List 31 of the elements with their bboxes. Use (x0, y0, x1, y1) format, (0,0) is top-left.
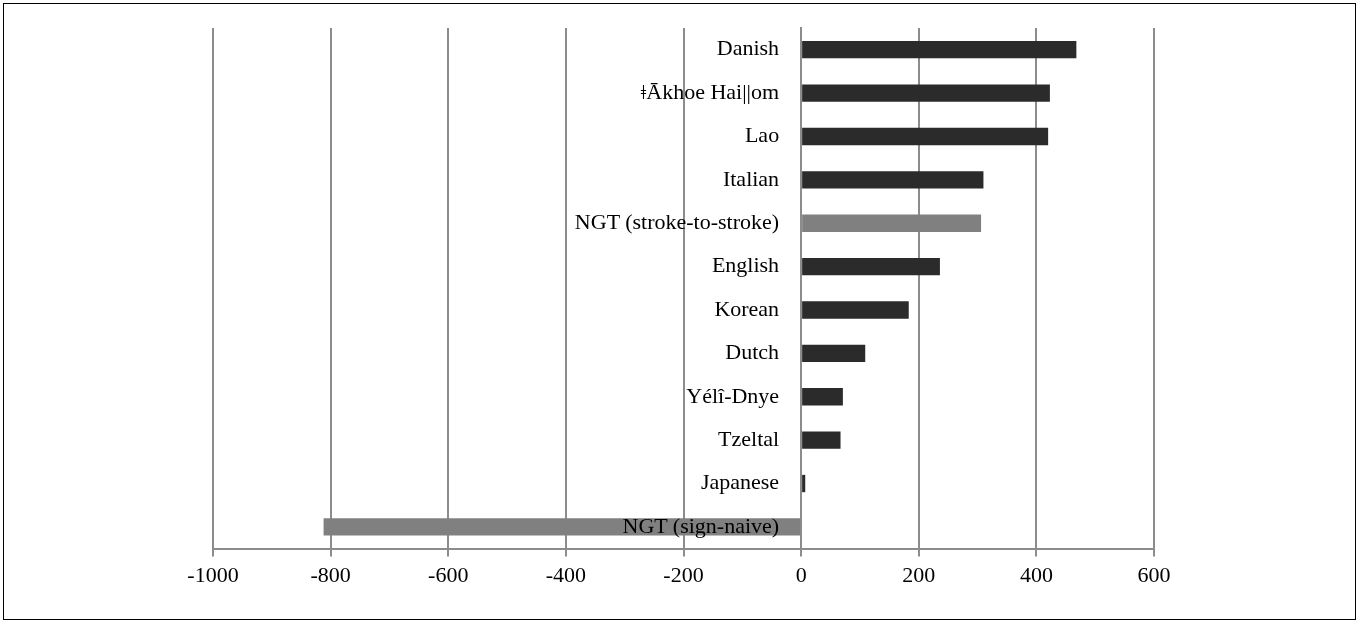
y-tick-label: Danish (716, 35, 780, 61)
bar (802, 171, 984, 189)
bar (802, 388, 843, 406)
x-tick-label: -600 (428, 561, 469, 587)
y-tick-label: Italian (722, 165, 780, 191)
y-tick-label: Yélî-Dnye (686, 382, 780, 408)
bar (802, 84, 1050, 102)
y-tick-label: Japanese (700, 469, 780, 495)
x-tick-label: 0 (795, 561, 807, 587)
y-tick-label: Tzeltal (718, 425, 780, 451)
x-tick-label: -1000 (187, 561, 239, 587)
bar (802, 344, 866, 363)
bar (802, 301, 909, 319)
y-tick-label: Lao (744, 122, 780, 148)
x-tick-label: -200 (663, 561, 704, 587)
x-tick-label: -800 (310, 561, 351, 587)
x-tick-label: 600 (1137, 561, 1171, 587)
x-tick-label: 400 (1019, 561, 1053, 587)
bar (802, 41, 1077, 59)
y-tick-label: Dutch (725, 339, 780, 365)
y-tick-label: ǂĀkhoe Hai||om (640, 78, 780, 104)
y-tick-label: English (711, 252, 780, 278)
bar (802, 431, 841, 449)
x-tick-label: 200 (902, 561, 936, 587)
bar (802, 257, 940, 276)
y-tick-label: NGT (stroke-to-stroke) (574, 209, 780, 235)
bar (802, 474, 806, 493)
x-tick-label: -400 (545, 561, 587, 587)
y-tick-label: Korean (714, 295, 780, 321)
y-tick-label: NGT (sign-naive) (622, 512, 780, 538)
bar (802, 127, 1049, 146)
